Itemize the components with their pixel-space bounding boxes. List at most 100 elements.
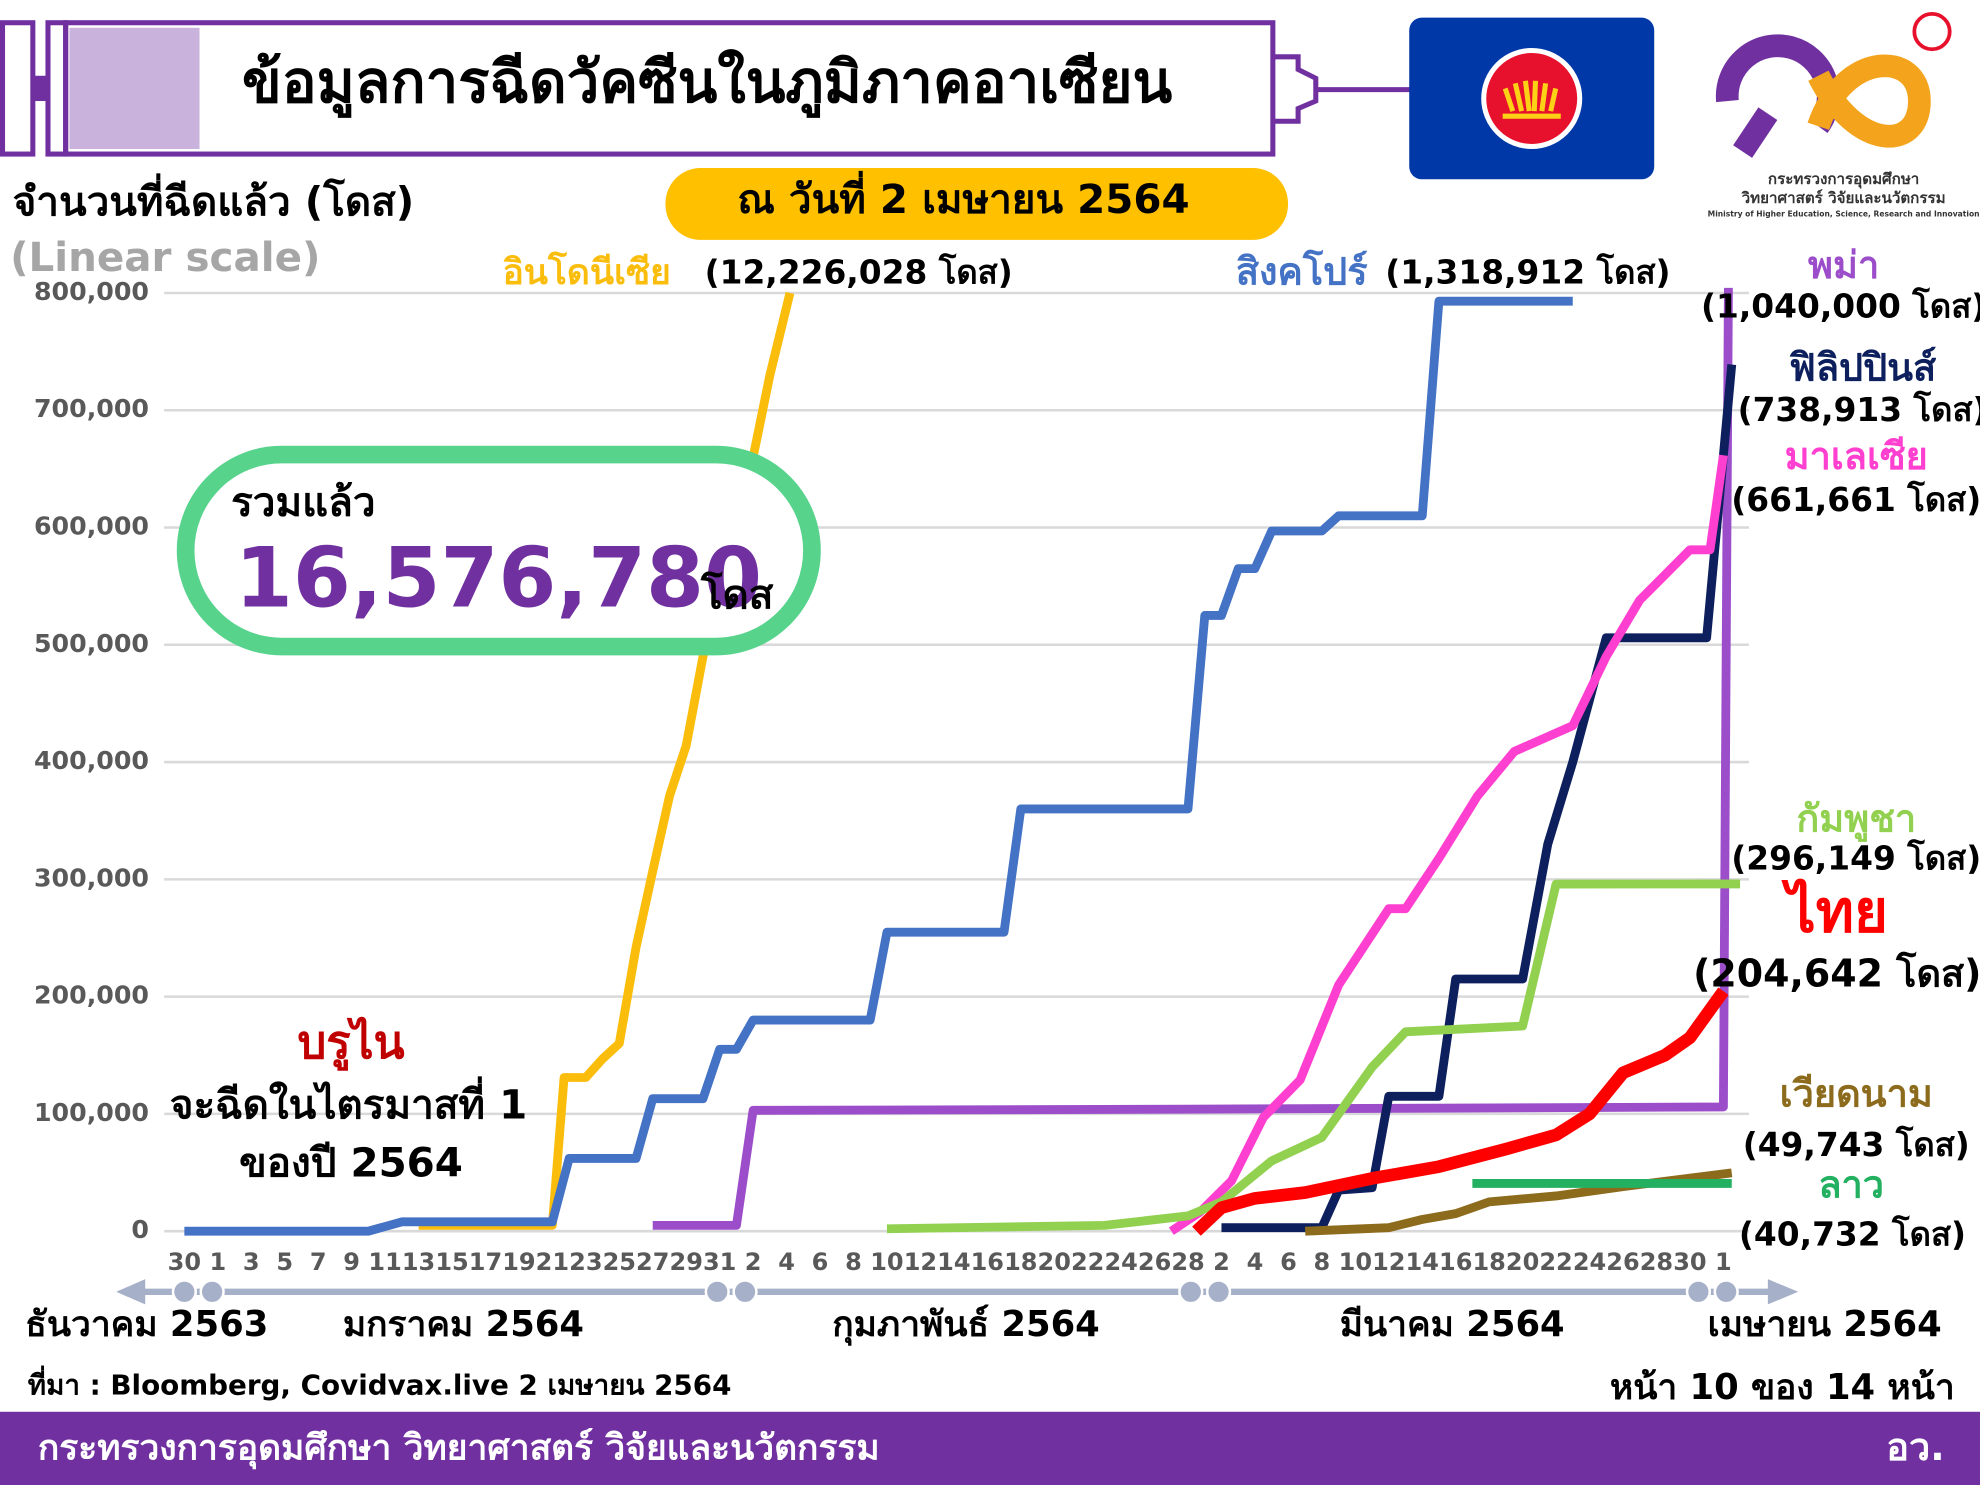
x-tick-label: 18 — [1472, 1248, 1505, 1276]
series-line — [1192, 987, 1729, 1236]
series-name: ลาว — [1818, 1162, 1884, 1206]
y-tick-label: 700,000 — [34, 394, 149, 423]
x-tick-label: 8 — [1314, 1248, 1331, 1276]
x-tick-label: 18 — [1004, 1248, 1037, 1276]
title: ข้อมูลการฉีดวัคซีนในภูมิภาคอาเซียน — [242, 48, 1172, 118]
source: ที่มา : Bloomberg, Covidvax.live 2 เมษาย… — [28, 1365, 732, 1402]
brunei-name: บรูไน — [297, 1016, 404, 1071]
x-tick-label: 28 — [1171, 1248, 1204, 1276]
ministry-abbr: อว. — [1886, 1425, 1944, 1469]
x-tick-label: 13 — [402, 1248, 435, 1276]
x-tick-label: 4 — [1247, 1248, 1264, 1276]
x-tick-label: 11 — [368, 1248, 401, 1276]
x-tick-label: 24 — [1573, 1248, 1606, 1276]
x-tick-label: 10 — [1339, 1248, 1372, 1276]
ministry-name: กระทรวงการอุดมศึกษา วิทยาศาสตร์ วิจัยและ… — [38, 1428, 880, 1470]
x-tick-label: 26 — [1138, 1248, 1171, 1276]
month-label: กุมภาพันธ์ 2564 — [832, 1304, 1100, 1346]
month-label: เมษายน 2564 — [1708, 1304, 1942, 1345]
x-tick-label: 21 — [536, 1248, 569, 1276]
y-tick-label: 400,000 — [34, 746, 149, 775]
series-name: พม่า — [1808, 243, 1879, 287]
x-tick-label: 24 — [1104, 1248, 1137, 1276]
total-pill — [176, 445, 821, 656]
y-tick-label: 500,000 — [34, 629, 149, 658]
x-tick-label: 20 — [1038, 1248, 1071, 1276]
date: ณ วันที่ 2 เมษายน 2564 — [737, 170, 1189, 223]
timeline — [116, 1279, 1799, 1305]
x-tick-label: 22 — [1539, 1248, 1572, 1276]
month-label: มกราคม 2564 — [343, 1304, 584, 1345]
series-annotation: (738,913 โดส) — [1738, 390, 1980, 429]
footer-band — [0, 1411, 1980, 1485]
x-tick-label: 29 — [670, 1248, 703, 1276]
x-tick-label: 6 — [812, 1248, 829, 1276]
y-tick-label: 300,000 — [34, 863, 149, 892]
y-tick-label: 0 — [131, 1215, 149, 1244]
x-tick-label: 8 — [845, 1248, 862, 1276]
x-tick-label: 14 — [937, 1248, 970, 1276]
series-line — [1168, 454, 1728, 1235]
x-tick-label: 10 — [870, 1248, 903, 1276]
x-tick-label: 19 — [502, 1248, 535, 1276]
x-tick-label: 28 — [1640, 1248, 1673, 1276]
x-tick-label: 1 — [1715, 1248, 1732, 1276]
series-annotation: (1,040,000 โดส) — [1701, 287, 1980, 326]
brunei-note: จะฉีดในไตรมาสที่ 1 — [170, 1075, 527, 1128]
x-tick-label: 30 — [168, 1248, 201, 1276]
date-pill — [665, 167, 1289, 240]
logo-line: Ministry of Higher Education, Science, R… — [1708, 210, 1980, 219]
series-name: มาเลเซีย — [1785, 434, 1928, 478]
total-label: รวมแล้ว — [231, 478, 375, 526]
series-name: เวียดนาม — [1780, 1072, 1933, 1116]
x-tick-label: 4 — [778, 1248, 795, 1276]
brunei-note: ของปี 2564 — [239, 1139, 463, 1187]
logo-line: วิทยาศาสตร์ วิจัยและนวัตกรรม — [1741, 189, 1945, 207]
series-annotation: (661,661 โดส) — [1731, 480, 1980, 519]
series-annotation: (40,732 โดส) — [1739, 1215, 1966, 1254]
x-tick-label: 12 — [1372, 1248, 1405, 1276]
x-tick-label: 14 — [1406, 1248, 1439, 1276]
ministry-logo — [1715, 11, 1952, 158]
series-annotation: (49,743 โดส) — [1743, 1125, 1970, 1164]
x-tick-label: 2 — [745, 1248, 762, 1276]
x-tick-label: 30 — [1673, 1248, 1706, 1276]
x-tick-label: 3 — [243, 1248, 260, 1276]
asean-flag — [1409, 17, 1655, 180]
month-label: ธันวาคม 2563 — [25, 1304, 268, 1345]
y-tick-label: 800,000 — [34, 277, 149, 306]
series-name: ฟิลิปปินส์ — [1789, 345, 1937, 389]
y-axis-label: จำนวนที่ฉีดแล้ว (โดส) — [13, 173, 415, 226]
x-tick-label: 31 — [703, 1248, 736, 1276]
series-annotation: (1,318,912 โดส) — [1385, 253, 1670, 292]
month-label: มีนาคม 2564 — [1340, 1304, 1565, 1345]
total-value: 16,576,780 — [235, 529, 762, 626]
x-tick-label: 16 — [971, 1248, 1004, 1276]
scale-note: (Linear scale) — [10, 233, 320, 281]
total-unit: โดส — [700, 570, 774, 618]
x-tick-label: 15 — [435, 1248, 468, 1276]
series-line — [652, 287, 1733, 1230]
logo-line: กระทรวงการอุดมศึกษา — [1768, 170, 1919, 189]
x-tick-label: 9 — [343, 1248, 360, 1276]
x-tick-label: 25 — [603, 1248, 636, 1276]
series-name: อินโดนีเซีย — [503, 251, 671, 293]
x-tick-label: 22 — [1071, 1248, 1104, 1276]
x-tick-label: 26 — [1606, 1248, 1639, 1276]
x-tick-label: 12 — [904, 1248, 937, 1276]
x-tick-label: 23 — [569, 1248, 602, 1276]
x-tick-label: 27 — [636, 1248, 669, 1276]
x-tick-label: 7 — [310, 1248, 327, 1276]
series-name: สิงคโปร์ — [1236, 249, 1368, 294]
x-tick-label: 1 — [209, 1248, 226, 1276]
series-line — [886, 879, 1741, 1234]
lines — [184, 287, 1741, 1236]
y-tick-label: 100,000 — [34, 1098, 149, 1127]
series-name: กัมพูชา — [1796, 796, 1916, 842]
syringe — [0, 20, 1412, 157]
x-tick-label: 16 — [1439, 1248, 1472, 1276]
page-number: หน้า 10 ของ 14 หน้า — [1610, 1367, 1955, 1408]
x-tick-label: 2 — [1213, 1248, 1230, 1276]
